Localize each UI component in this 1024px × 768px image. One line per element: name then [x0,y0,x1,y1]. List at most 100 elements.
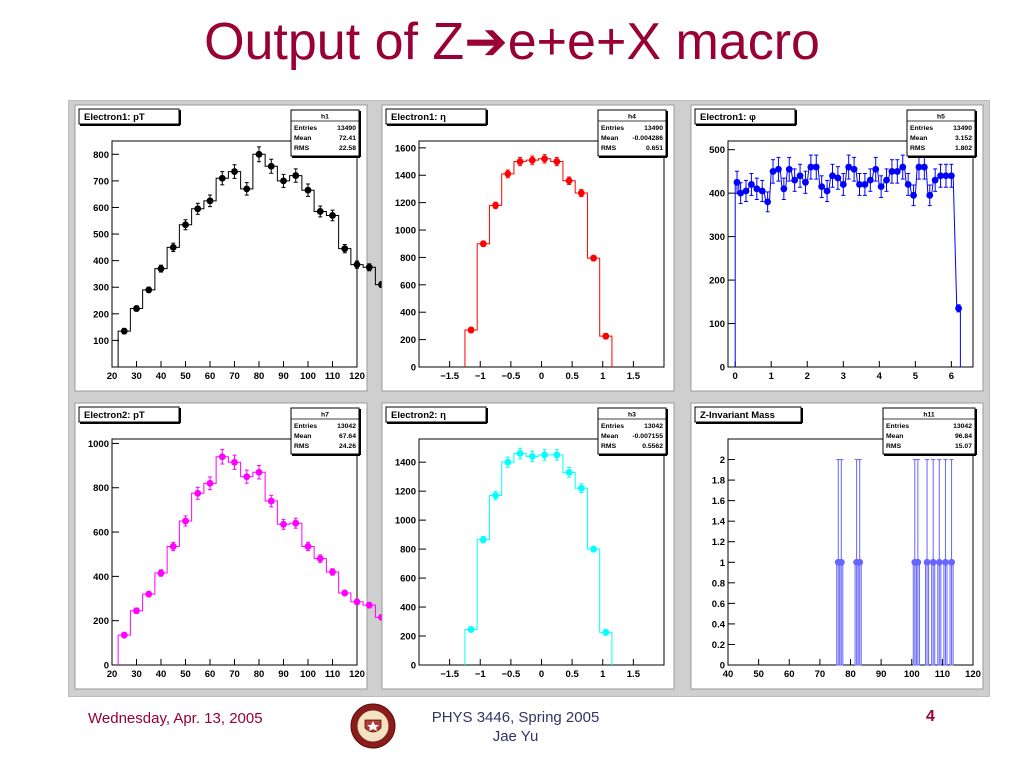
data-point [923,558,931,566]
histogram-canvas: 20 30 40 50 60 70 80 90 100 110 120100200300400500… [74,104,984,690]
y-tick-label: 400 [400,603,416,614]
university-seal [350,703,396,749]
x-tick-label: 40 [156,669,167,680]
stats-label: Entries [294,423,317,430]
data-point [942,558,949,566]
data-point [528,452,536,460]
data-point [837,558,845,566]
data-point [329,568,336,576]
y-tick-label: 600 [93,203,109,214]
data-point [492,201,499,209]
histogram-step-line [117,456,413,665]
data-point [914,558,922,566]
x-tick-label: 110 [325,371,340,382]
y-tick-label: 400 [93,256,109,267]
x-tick-label: 20 [107,371,118,382]
data-point [602,332,610,340]
stats-value: -0.007155 [632,433,663,440]
x-tick-label: −0.5 [501,371,520,382]
x-tick-label: 0.5 [566,669,580,680]
stats-name: h1 [321,114,329,121]
data-point [316,208,324,215]
y-tick-label: 0 [411,661,416,672]
data-point [590,254,597,262]
y-tick-label: 1.2 [712,537,725,548]
data-point [929,558,937,566]
stats-label: RMS [886,443,902,450]
data-point [243,473,251,481]
stats-label: RMS [601,443,617,450]
y-tick-label: 0.8 [712,578,725,589]
x-tick-label: 110 [325,669,340,680]
x-tick-label: 2 [805,371,810,382]
data-point [899,163,907,171]
data-point [243,185,251,193]
data-point [255,150,263,158]
stats-label: Mean [294,135,311,142]
stats-name: h4 [628,114,636,121]
data-point [758,187,766,195]
x-tick-label: 5 [913,371,919,382]
x-tick-label: 30 [131,371,142,382]
y-tick-label: 200 [93,616,109,627]
x-tick-label: 80 [845,669,856,680]
data-point [194,205,202,213]
data-point [888,168,896,175]
data-point [780,185,788,193]
x-tick-label: −1 [475,371,487,382]
stats-value: 13042 [644,423,663,430]
data-point [883,176,890,184]
stats-value: 96.84 [955,433,972,440]
x-tick-label: 40 [723,669,734,680]
x-tick-label: 100 [300,371,316,382]
y-tick-label: 1200 [395,487,416,498]
data-point [877,183,885,191]
x-tick-label: 3 [841,371,846,382]
y-tick-label: 800 [93,483,109,494]
y-tick-label: 100 [93,336,109,347]
x-tick-label: 40 [156,371,167,382]
y-tick-label: 1 [720,558,726,569]
data-point [169,243,177,251]
stats-value: 13490 [337,125,356,132]
y-tick-label: 1.6 [712,496,725,507]
data-point [218,174,226,182]
data-point [937,172,944,180]
data-point [206,479,214,487]
data-point [753,185,761,193]
data-point [577,484,585,492]
data-point [872,165,880,173]
stats-name: h5 [937,114,945,121]
stats-value: 1.802 [955,145,972,152]
data-point [553,451,561,459]
data-point [590,545,597,553]
data-point [182,517,189,525]
data-point [467,326,475,334]
x-tick-label: 1 [600,669,606,680]
histogram-step-line [464,158,613,367]
data-point [353,261,361,269]
data-point [733,178,741,186]
x-tick-label: 0 [733,371,738,382]
x-tick-label: 70 [229,371,240,382]
x-tick-label: 1.5 [627,669,641,680]
data-point [893,168,901,175]
y-tick-label: 0 [720,661,725,672]
slide-title: Output of Z➔e+e+X macro [204,13,820,71]
x-tick-label: 90 [876,669,887,680]
data-point [602,629,610,636]
stats-value: 0.651 [646,145,663,152]
page-number: 4 [926,708,935,725]
y-tick-label: 0 [411,363,416,374]
histogram-pad-2: −1.5 −1 −0.5 0 0.5 1 1.5 0 200 400 600 800 1000 1200 1… [381,104,675,392]
x-tick-label: −0.5 [501,669,520,680]
x-tick-label: 110 [935,669,950,680]
data-point [920,163,928,171]
x-tick-label: 6 [949,371,954,382]
histogram-step-line [464,452,613,665]
data-point [823,187,831,195]
data-point [818,183,826,191]
data-point [145,590,153,598]
x-tick-label: 30 [131,669,142,680]
y-tick-label: 500 [709,145,725,156]
